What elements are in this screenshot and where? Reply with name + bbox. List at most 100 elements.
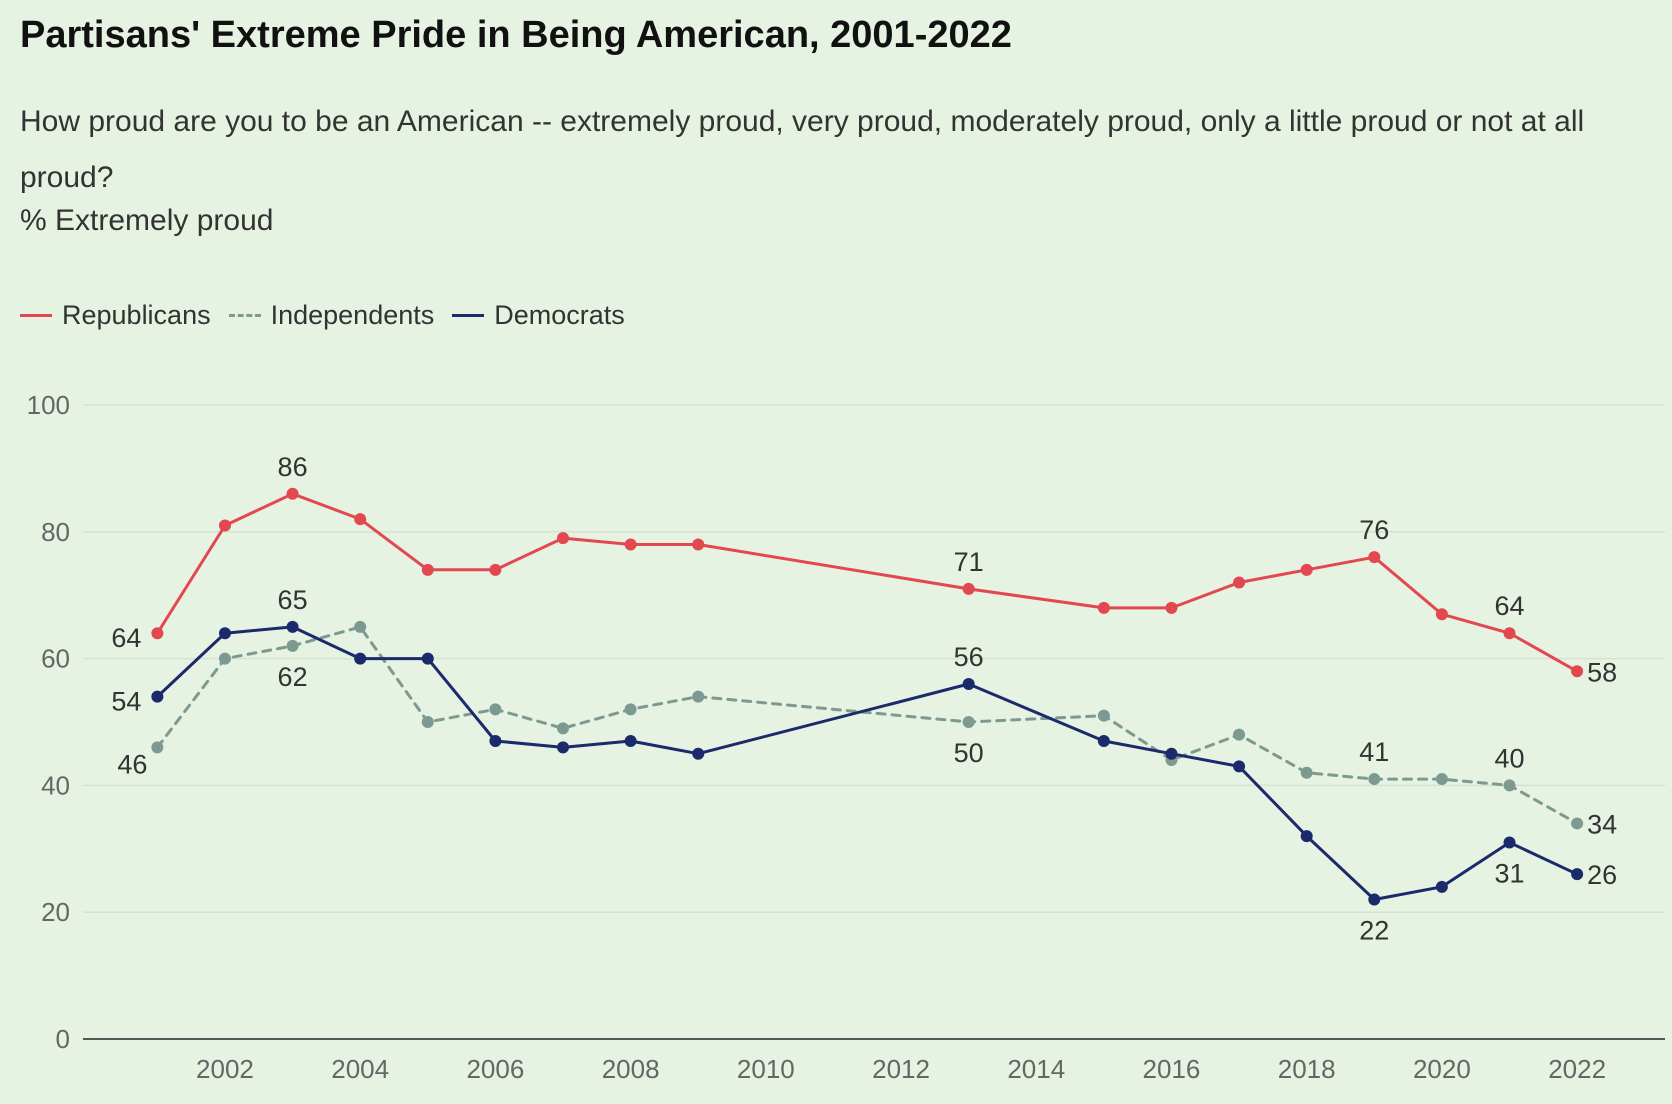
x-tick-label-2008: 2008: [602, 1054, 660, 1084]
data-label-republicans-2001: 64: [111, 623, 141, 653]
data-label-independents-2003: 62: [278, 662, 308, 692]
data-point-democrats-2005: [421, 652, 434, 665]
y-tick-label-40: 40: [41, 770, 70, 800]
legend-swatch-independents: [228, 314, 261, 317]
data-point-republicans-2007: [557, 532, 570, 545]
data-point-democrats-2008: [624, 735, 637, 748]
data-point-independents-2006: [489, 703, 502, 716]
data-point-republicans-2017: [1233, 576, 1246, 589]
data-label-democrats-2019: 22: [1359, 916, 1389, 946]
data-label-republicans-2013: 71: [954, 547, 984, 577]
data-point-republicans-2002: [218, 519, 231, 532]
legend-swatch-democrats: [452, 314, 485, 317]
data-point-republicans-2015: [1097, 601, 1110, 614]
data-point-republicans-2009: [692, 538, 705, 551]
data-label-independents-2001: 46: [117, 749, 147, 779]
data-point-republicans-2005: [421, 563, 434, 576]
data-point-independents-2004: [354, 620, 367, 633]
data-point-independents-2018: [1300, 766, 1313, 779]
chart-title: Partisans' Extreme Pride in Being Americ…: [20, 14, 1012, 56]
data-point-independents-2013: [962, 716, 975, 728]
data-point-democrats-2022: [1571, 868, 1584, 881]
data-point-republicans-2021: [1503, 627, 1516, 640]
data-point-democrats-2020: [1435, 880, 1448, 893]
x-tick-label-2018: 2018: [1278, 1054, 1336, 1084]
data-point-independents-2001: [151, 741, 164, 754]
data-point-democrats-2002: [218, 627, 231, 640]
x-tick-label-2022: 2022: [1548, 1054, 1606, 1084]
data-point-democrats-2017: [1233, 760, 1246, 773]
legend-item-independents: Independents: [228, 300, 435, 331]
x-tick-label-2006: 2006: [466, 1054, 524, 1084]
data-point-democrats-2009: [692, 747, 705, 760]
data-point-republicans-2019: [1368, 551, 1381, 564]
data-label-republicans-2003: 86: [278, 452, 308, 482]
legend-label-independents: Independents: [270, 300, 435, 330]
y-tick-label-20: 20: [41, 897, 70, 927]
data-point-republicans-2004: [354, 513, 367, 526]
data-label-democrats-2003: 65: [278, 585, 308, 615]
data-label-democrats-2001: 54: [111, 687, 141, 717]
data-point-democrats-2019: [1368, 893, 1381, 906]
data-point-independents-2007: [557, 722, 570, 735]
data-label-republicans-2021: 64: [1494, 591, 1524, 621]
data-point-democrats-2013: [962, 677, 975, 690]
series-line-republicans: [155, 492, 1579, 673]
chart-subtitle: How proud are you to be an American -- e…: [20, 105, 1585, 194]
x-tick-label-2016: 2016: [1143, 1054, 1201, 1084]
data-point-independents-2008: [624, 703, 637, 716]
data-label-democrats-2022: 26: [1587, 860, 1617, 890]
data-label-independents-2019: 41: [1359, 737, 1389, 767]
data-point-republicans-2022: [1571, 665, 1584, 678]
data-point-independents-2003: [286, 639, 299, 652]
data-label-independents-2021: 40: [1494, 743, 1524, 773]
data-point-republicans-2020: [1435, 608, 1448, 621]
data-point-independents-2005: [421, 716, 434, 728]
data-point-independents-2020: [1435, 773, 1448, 786]
data-point-independents-2021: [1503, 779, 1516, 792]
unit-label: % Extremely proud: [20, 204, 274, 237]
data-point-republicans-2001: [151, 627, 164, 640]
data-point-democrats-2018: [1300, 830, 1313, 843]
data-point-republicans-2003: [286, 487, 299, 500]
legend-label-democrats: Democrats: [494, 300, 625, 330]
data-point-independents-2009: [692, 690, 705, 703]
data-point-democrats-2021: [1503, 836, 1516, 849]
y-tick-label-80: 80: [41, 517, 70, 547]
series-line-democrats: [155, 625, 1579, 901]
data-point-democrats-2001: [151, 690, 164, 703]
data-point-republicans-2006: [489, 563, 502, 576]
x-tick-label-2012: 2012: [872, 1054, 930, 1084]
series-line-independents: [155, 625, 1579, 825]
data-point-democrats-2015: [1097, 735, 1110, 748]
x-tick-label-2002: 2002: [196, 1054, 254, 1084]
data-point-republicans-2016: [1165, 601, 1178, 614]
x-tick-label-2004: 2004: [331, 1054, 389, 1084]
legend: Republicans Independents Democrats: [20, 300, 625, 331]
data-label-democrats-2021: 31: [1494, 858, 1524, 888]
data-point-independents-2015: [1097, 709, 1110, 722]
y-tick-label-100: 100: [27, 390, 70, 420]
data-point-republicans-2018: [1300, 563, 1313, 576]
data-point-democrats-2016: [1165, 747, 1178, 760]
data-label-independents-2013: 50: [954, 738, 984, 768]
x-tick-label-2014: 2014: [1007, 1054, 1065, 1084]
legend-item-democrats: Democrats: [452, 300, 625, 331]
data-point-independents-2022: [1571, 817, 1584, 830]
data-label-republicans-2022: 58: [1587, 657, 1617, 687]
y-tick-label-60: 60: [41, 644, 70, 674]
data-point-independents-2002: [218, 652, 231, 665]
data-point-democrats-2003: [286, 620, 299, 633]
data-label-democrats-2013: 56: [954, 642, 984, 672]
data-label-republicans-2019: 76: [1359, 515, 1389, 545]
legend-item-republicans: Republicans: [20, 300, 211, 331]
data-point-independents-2017: [1233, 728, 1246, 741]
y-tick-label-0: 0: [56, 1024, 70, 1054]
legend-swatch-republicans: [20, 314, 52, 317]
data-label-independents-2022: 34: [1587, 809, 1617, 839]
data-point-republicans-2008: [624, 538, 637, 551]
data-point-democrats-2004: [354, 652, 367, 665]
data-point-independents-2019: [1368, 773, 1381, 786]
